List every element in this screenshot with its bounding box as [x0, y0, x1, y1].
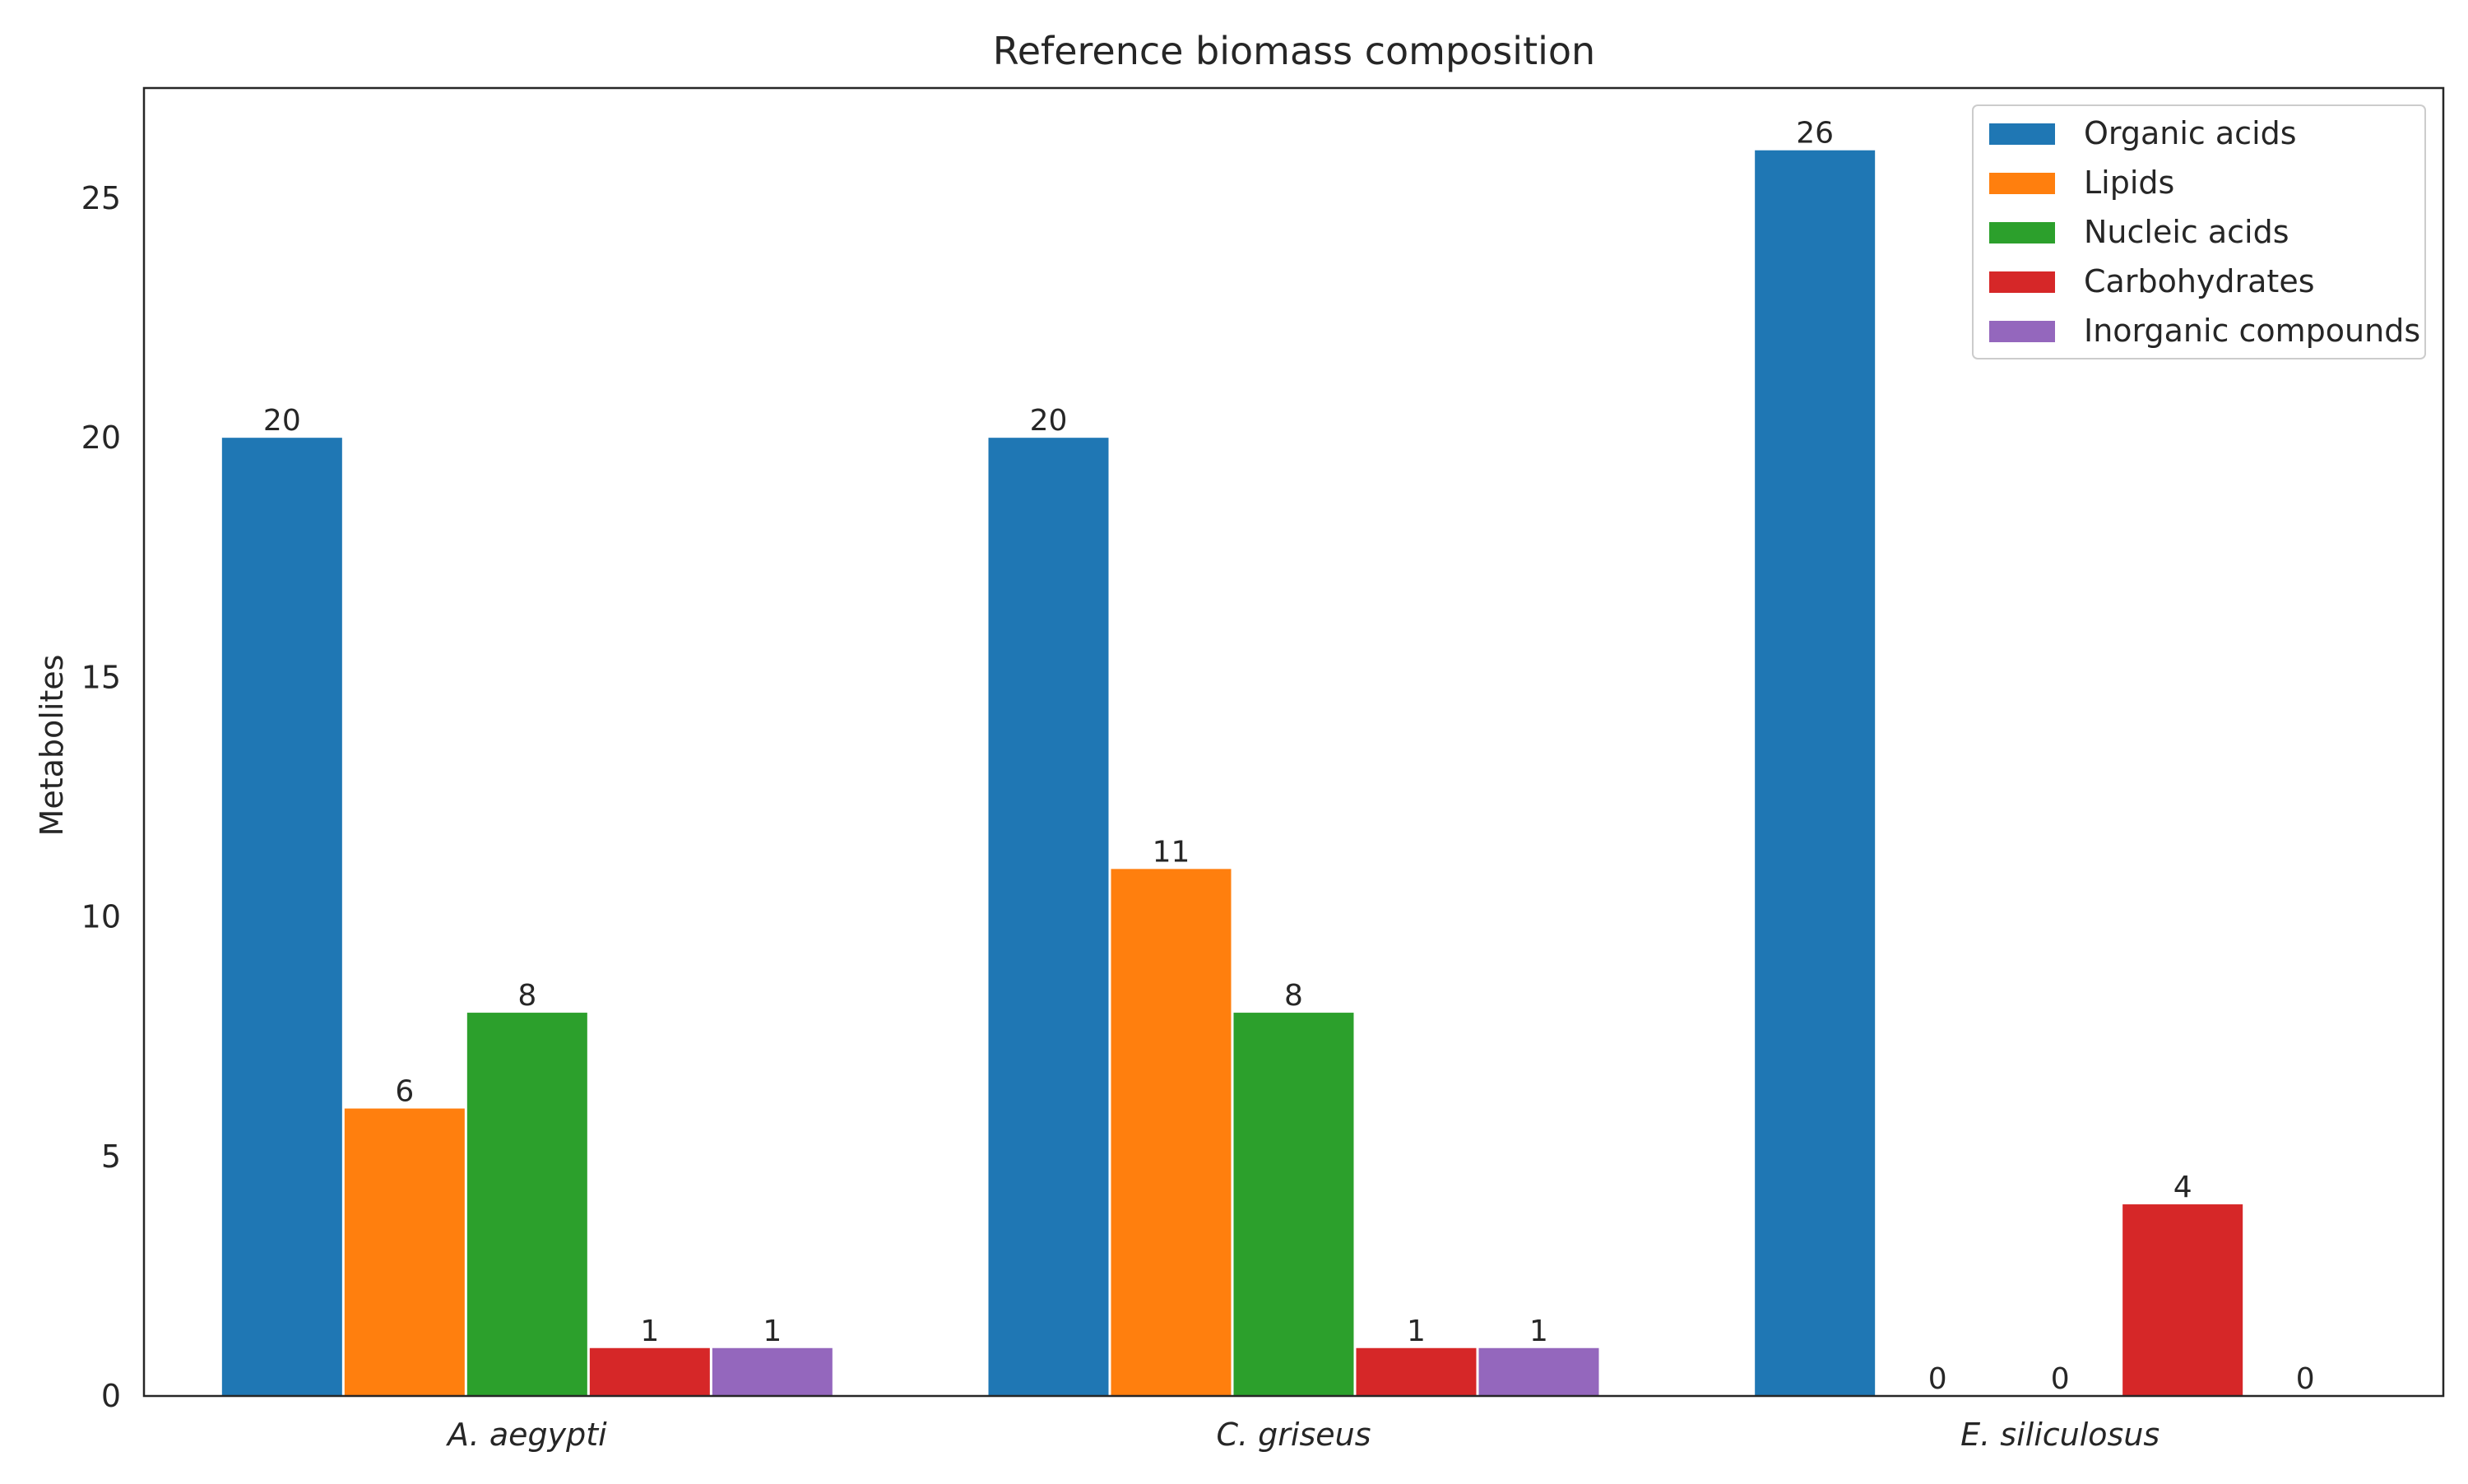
bar	[466, 1013, 587, 1396]
y-tick-label: 25	[81, 180, 121, 216]
data-label: 4	[2173, 1171, 2192, 1204]
legend-label: Lipids	[2084, 165, 2174, 201]
data-label: 1	[1407, 1315, 1426, 1348]
data-label: 20	[263, 404, 301, 438]
legend-label: Inorganic compounds	[2084, 313, 2420, 349]
plot-frame	[142, 86, 2445, 1398]
series-nucleic-acids: 8 8 0	[466, 979, 2070, 1396]
data-label: 0	[1928, 1362, 1947, 1396]
bar	[2122, 1204, 2243, 1396]
data-label: 1	[640, 1315, 659, 1348]
series-inorganic-compounds: 1 1 0	[712, 1315, 2315, 1396]
y-axis-label: Metabolites	[34, 655, 70, 837]
data-label: 0	[2051, 1362, 2070, 1396]
bar	[589, 1347, 710, 1396]
legend-swatch	[1989, 321, 2055, 342]
legend-label: Nucleic acids	[2084, 214, 2289, 250]
bar	[1755, 150, 1876, 1397]
data-label: 26	[1796, 117, 1834, 151]
bar	[1478, 1347, 1599, 1396]
chart-title: Reference biomass composition	[993, 29, 1595, 73]
x-tick-label: E. siliculosus	[1960, 1417, 2160, 1453]
bar	[1356, 1347, 1477, 1396]
data-label: 8	[517, 979, 536, 1013]
x-tick-label: C. griseus	[1216, 1417, 1371, 1453]
bar	[1111, 869, 1232, 1396]
legend-swatch	[1989, 173, 2055, 194]
bar	[1233, 1013, 1354, 1396]
bar	[988, 438, 1109, 1397]
data-label: 1	[1529, 1315, 1548, 1348]
data-label: 8	[1284, 979, 1303, 1013]
series-organic-acids: 20 20 26	[221, 117, 1876, 1397]
data-label: 0	[2296, 1362, 2315, 1396]
series-carbohydrates: 1 1 4	[589, 1171, 2243, 1396]
y-tick-label: 10	[81, 899, 121, 935]
bar	[712, 1347, 833, 1396]
data-label: 1	[763, 1315, 782, 1348]
y-tick-label: 0	[101, 1378, 121, 1414]
y-tick-label: 20	[81, 420, 121, 456]
legend-box	[1972, 104, 2426, 359]
y-tick-label: 5	[101, 1139, 121, 1175]
bar	[221, 438, 342, 1397]
bar	[344, 1108, 465, 1396]
legend-swatch	[1989, 123, 2055, 145]
legend-swatch	[1989, 222, 2055, 243]
x-tick-label: A. aegypti	[445, 1417, 607, 1453]
legend-swatch	[1989, 271, 2055, 293]
legend-label: Carbohydrates	[2084, 263, 2315, 299]
data-label: 11	[1153, 835, 1190, 869]
data-label: 20	[1030, 404, 1068, 438]
y-tick-label: 15	[81, 659, 121, 695]
data-label: 6	[395, 1075, 414, 1109]
legend: Organic acids Lipids Nucleic acids Carbohyd…	[1972, 104, 2426, 359]
legend-label: Organic acids	[2084, 115, 2297, 151]
